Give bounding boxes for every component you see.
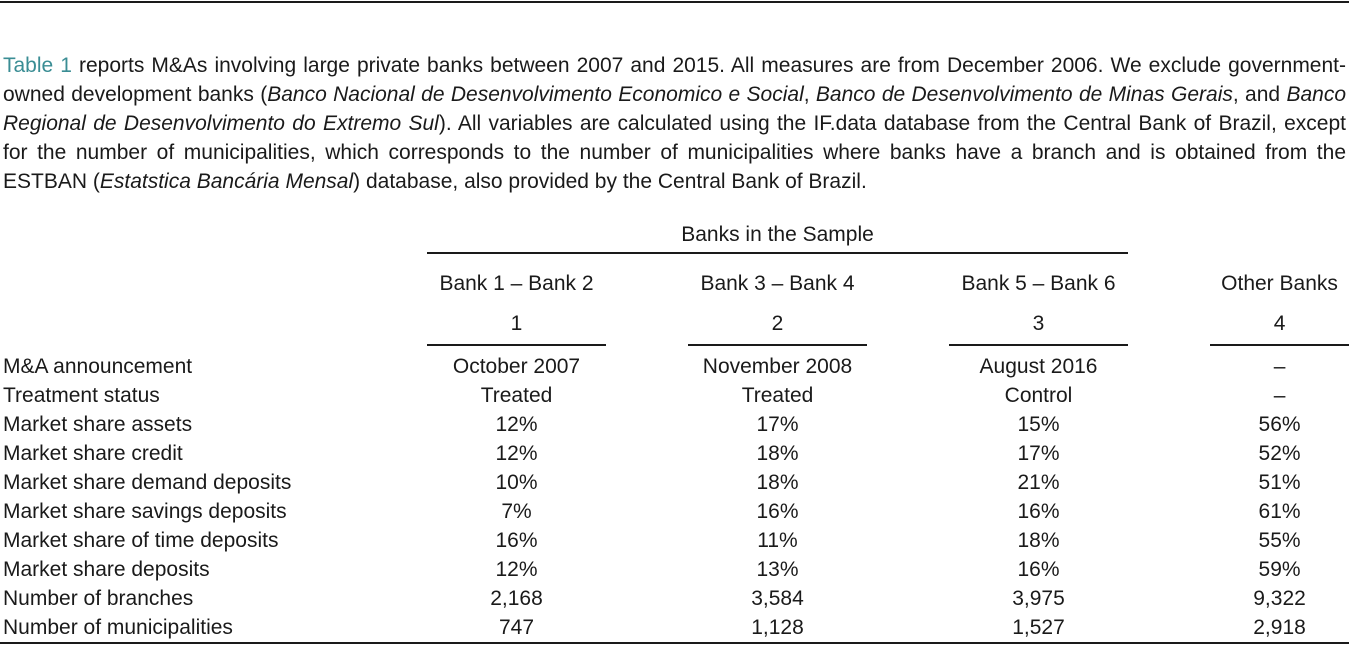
banks-table: Banks in the Sample Bank 1 – Bank 2 Bank… xyxy=(0,218,1349,644)
top-rule xyxy=(0,1,1349,3)
cell-value: Control xyxy=(1004,384,1073,407)
row-label: Number of branches xyxy=(3,587,194,610)
column-number: 4 xyxy=(1210,304,1349,346)
table-reference-link[interactable]: Table 1 xyxy=(3,54,72,77)
row-label: Market share deposits xyxy=(3,558,210,581)
table-row: Treatment status Treated Treated Control – xyxy=(0,381,1349,410)
cell-value: 61% xyxy=(1258,500,1301,523)
cell-value: 18% xyxy=(1017,529,1060,552)
row-label: Market share demand deposits xyxy=(3,471,292,494)
table-row: Number of branches 2,168 3,584 3,975 9,322 xyxy=(0,584,1349,613)
cell-value: 13% xyxy=(756,558,799,581)
caption-italic-bank-name: Banco Regional de Desenvolvimento do Ext… xyxy=(3,83,1346,135)
cell-value: 1,527 xyxy=(949,613,1129,644)
cell-value: 12% xyxy=(495,442,538,465)
cell-value: 15% xyxy=(1017,413,1060,436)
table-row: Market share deposits 12% 13% 16% 59% xyxy=(0,555,1349,584)
cell-value: Treated xyxy=(480,384,553,407)
row-label: Treatment status xyxy=(3,384,160,407)
cell-value: 17% xyxy=(1017,442,1060,465)
column-header: Bank 1 – Bank 2 xyxy=(439,272,594,295)
cell-value: 12% xyxy=(495,413,538,436)
table-row: Number of municipalities 747 1,128 1,527 2,9… xyxy=(0,613,1349,644)
cell-value: 12% xyxy=(495,558,538,581)
cell-value: – xyxy=(1273,355,1286,378)
column-number: 1 xyxy=(427,304,606,346)
cell-value: 16% xyxy=(495,529,538,552)
column-number-row: 1 2 3 4 xyxy=(0,304,1349,346)
cell-value: August 2016 xyxy=(979,355,1098,378)
column-header-row: Bank 1 – Bank 2 Bank 3 – Bank 4 Bank 5 –… xyxy=(0,264,1349,304)
cell-value: 18% xyxy=(756,471,799,494)
group-header-banks-in-sample: Banks in the Sample xyxy=(427,218,1129,254)
table-row: Market share assets 12% 17% 15% 56% xyxy=(0,410,1349,439)
row-label: M&A announcement xyxy=(3,355,193,378)
caption-text: , xyxy=(803,83,816,106)
cell-value: 11% xyxy=(757,529,798,552)
caption-italic-bank-name: Banco de Desenvolvimento de Minas Gerais xyxy=(815,83,1233,106)
cell-value: 52% xyxy=(1258,442,1301,465)
cell-value: November 2008 xyxy=(702,355,853,378)
cell-value: 17% xyxy=(756,413,799,436)
row-label: Market share of time deposits xyxy=(3,529,279,552)
cell-value: 1,128 xyxy=(688,613,867,644)
column-header: Bank 5 – Bank 6 xyxy=(961,272,1116,295)
column-header: Bank 3 – Bank 4 xyxy=(700,272,855,295)
column-number: 3 xyxy=(949,304,1129,346)
row-label: Market share savings deposits xyxy=(3,500,287,523)
row-label: Market share assets xyxy=(3,413,193,436)
caption-italic-database-name: Estatstica Bancária Mensal xyxy=(99,170,354,193)
caption-text: ). All variables are calculated using th… xyxy=(3,112,1346,193)
table-row: M&A announcement October 2007 November 200… xyxy=(0,352,1349,381)
caption-text: ) database, also provided by the Central… xyxy=(353,170,867,193)
table-row: Market share savings deposits 7% 16% 16% 61% xyxy=(0,497,1349,526)
cell-value: 2,168 xyxy=(490,587,543,610)
cell-value: 59% xyxy=(1258,558,1301,581)
caption-text: reports M&As involving large private ban… xyxy=(3,54,1346,106)
column-header: Other Banks xyxy=(1221,272,1338,295)
cell-value: 16% xyxy=(1017,500,1060,523)
cell-value: 51% xyxy=(1258,471,1301,494)
table-row: Market share demand deposits 10% 18% 21% 51% xyxy=(0,468,1349,497)
row-label: Market share credit xyxy=(3,442,183,465)
cell-value: October 2007 xyxy=(452,355,581,378)
cell-value: 3,975 xyxy=(1012,587,1065,610)
cell-value: 747 xyxy=(427,613,606,644)
cell-value: 55% xyxy=(1258,529,1301,552)
cell-value: 18% xyxy=(756,442,799,465)
caption-italic-bank-name: Banco Nacional de Desenvolvimento Econom… xyxy=(267,83,804,106)
cell-value: 10% xyxy=(495,471,538,494)
table-caption: Table 1 reports M&As involving large pri… xyxy=(3,51,1346,196)
row-label: Number of municipalities xyxy=(0,613,427,644)
cell-value: 7% xyxy=(501,500,532,523)
cell-value: 9,322 xyxy=(1253,587,1306,610)
column-number: 2 xyxy=(688,304,867,346)
cell-value: 56% xyxy=(1258,413,1301,436)
cell-value: – xyxy=(1273,384,1286,407)
cell-value: Treated xyxy=(741,384,814,407)
cell-value: 21% xyxy=(1017,471,1060,494)
table-row: Market share of time deposits 16% 11% 18% 55… xyxy=(0,526,1349,555)
table-row: Market share credit 12% 18% 17% 52% xyxy=(0,439,1349,468)
cell-value: 3,584 xyxy=(751,587,804,610)
caption-text: , and xyxy=(1232,83,1287,106)
cell-value: 16% xyxy=(1017,558,1060,581)
cell-value: 16% xyxy=(756,500,799,523)
cell-value: 2,918 xyxy=(1210,613,1349,644)
